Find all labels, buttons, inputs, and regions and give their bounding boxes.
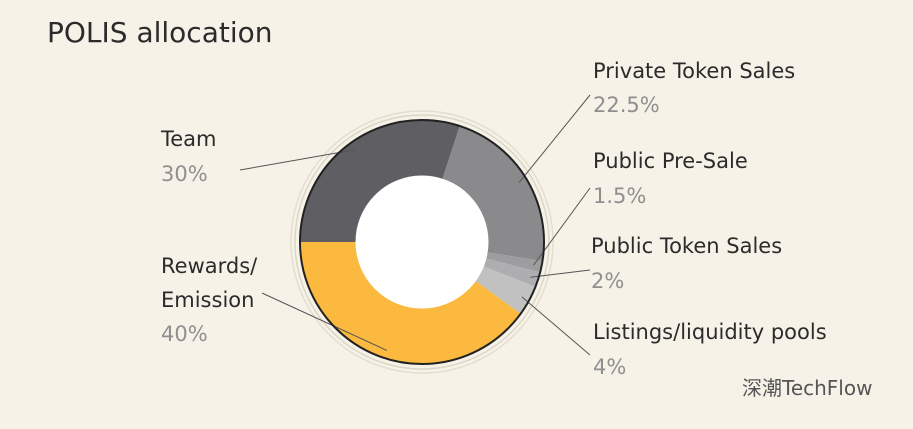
donut-hole xyxy=(355,175,489,309)
donut-outline xyxy=(299,119,545,365)
leader-line xyxy=(521,296,591,356)
slice xyxy=(483,258,541,287)
label-line: Team xyxy=(160,127,217,151)
value-label: 22.5% xyxy=(593,93,660,117)
donut xyxy=(300,119,544,364)
leader-line xyxy=(518,94,591,183)
slice-label: Listings/liquidity pools xyxy=(593,320,827,344)
leader-line xyxy=(530,269,591,278)
label-line: Rewards/ xyxy=(161,254,258,278)
slice xyxy=(300,242,521,364)
label-line: Listings/liquidity pools xyxy=(593,320,827,344)
label-line: Public Pre-Sale xyxy=(593,149,748,173)
value-label: 30% xyxy=(161,162,208,186)
label-line: Emission xyxy=(161,288,254,312)
value-label: 4% xyxy=(593,355,626,379)
leader-line xyxy=(239,149,356,171)
leader-line xyxy=(261,292,387,351)
slice-label: Public Pre-Sale xyxy=(593,149,748,173)
value-label: 40% xyxy=(161,322,208,346)
label-line: Private Token Sales xyxy=(593,59,795,83)
watermark: 深潮TechFlow xyxy=(742,376,872,400)
slice xyxy=(442,125,544,262)
slice-label: Rewards/Emission xyxy=(161,254,258,312)
slice-label: Team xyxy=(160,127,217,151)
chart-title: POLIS allocation xyxy=(47,16,273,49)
slice xyxy=(300,119,460,242)
value-label: 2% xyxy=(591,269,624,293)
slice-label: Public Token Sales xyxy=(591,234,782,258)
slice-label: Private Token Sales xyxy=(593,59,795,83)
value-label: 1.5% xyxy=(593,184,646,208)
slice xyxy=(485,252,543,273)
label-line: Public Token Sales xyxy=(591,234,782,258)
decor-ring xyxy=(290,110,554,374)
decor-ring xyxy=(294,114,550,370)
slice xyxy=(475,266,536,314)
